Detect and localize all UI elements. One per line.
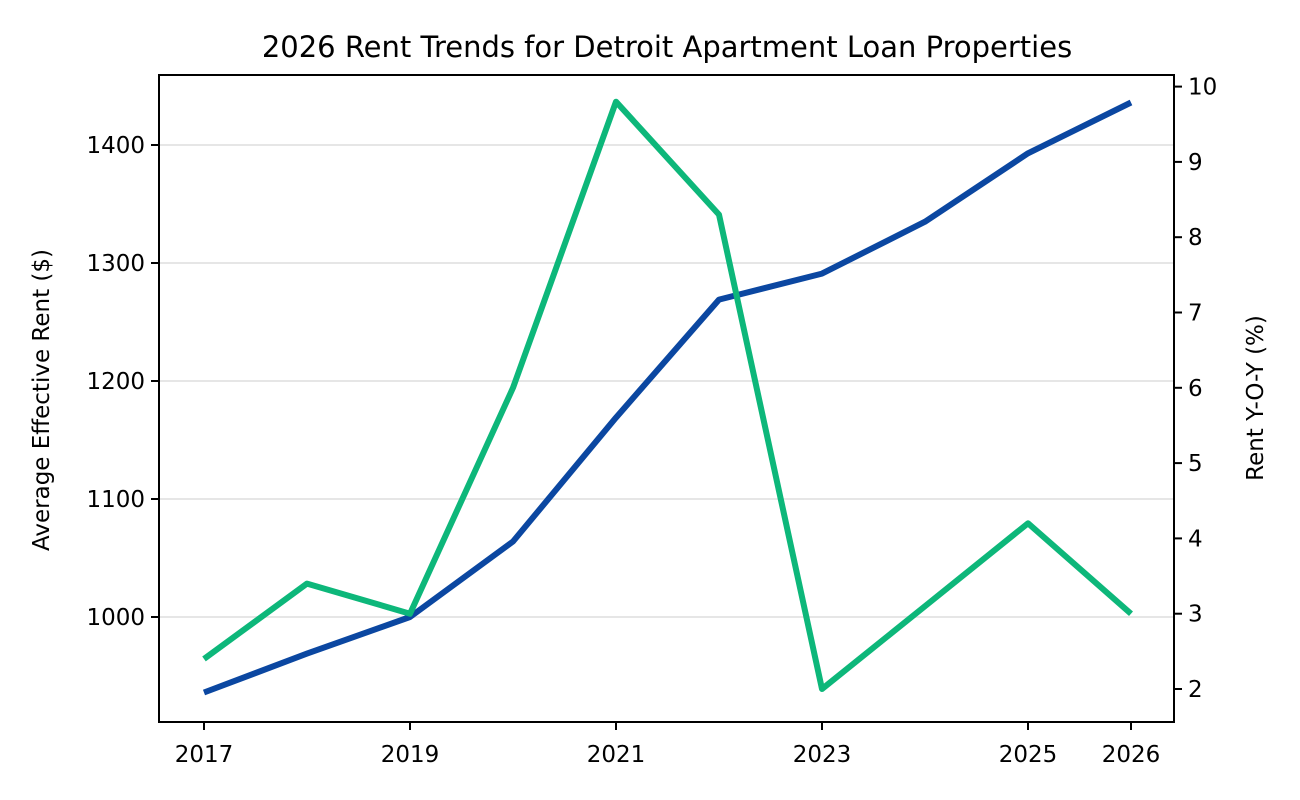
y2-tick-label: 6 bbox=[1188, 376, 1203, 402]
y-axis-right-label: Rent Y-O-Y (%) bbox=[1243, 315, 1269, 481]
y2-tick-label: 9 bbox=[1188, 150, 1203, 176]
x-axis: 2017 2019 2021 2023 2025 2026 bbox=[175, 722, 1161, 768]
y-tick-label: 1300 bbox=[86, 251, 145, 277]
y-axis-left: 1000 1100 1200 1300 1400 bbox=[86, 133, 159, 631]
series-lines bbox=[202, 98, 1133, 696]
y2-tick-label: 3 bbox=[1188, 602, 1203, 628]
y-tick-label: 1400 bbox=[86, 133, 145, 159]
y2-tick-label: 5 bbox=[1188, 451, 1203, 477]
y2-tick-label: 8 bbox=[1188, 225, 1203, 251]
plot-frame bbox=[158, 74, 1175, 723]
y2-tick-label: 2 bbox=[1188, 677, 1203, 703]
y-tick-label: 1200 bbox=[86, 369, 145, 395]
rent-line bbox=[202, 99, 1133, 696]
x-tick-label: 2019 bbox=[381, 742, 440, 768]
y-axis-left-label: Average Effective Rent ($) bbox=[29, 249, 55, 551]
y-tick-label: 1000 bbox=[86, 605, 145, 631]
y2-tick-label: 10 bbox=[1188, 75, 1217, 101]
x-tick-label: 2023 bbox=[793, 742, 852, 768]
x-tick-label: 2026 bbox=[1102, 742, 1161, 768]
yoy-line bbox=[202, 98, 1133, 692]
gridlines bbox=[159, 144, 1174, 618]
y-axis-right: 2 3 4 5 6 7 8 9 10 bbox=[1174, 75, 1217, 703]
x-tick-label: 2017 bbox=[175, 742, 234, 768]
y2-tick-label: 7 bbox=[1188, 301, 1203, 327]
x-tick-label: 2025 bbox=[999, 742, 1058, 768]
chart-title: 2026 Rent Trends for Detroit Apartment L… bbox=[262, 30, 1072, 64]
y-tick-label: 1100 bbox=[86, 487, 145, 513]
y2-tick-label: 4 bbox=[1188, 526, 1203, 552]
x-tick-label: 2021 bbox=[587, 742, 646, 768]
